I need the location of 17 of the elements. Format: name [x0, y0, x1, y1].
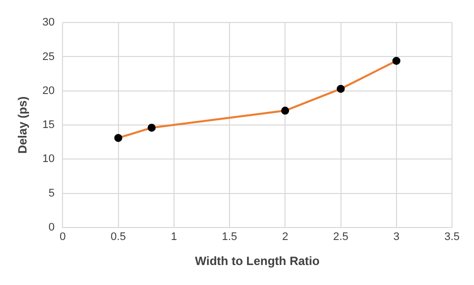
x-tick-label: 3.5: [444, 231, 460, 244]
y-tick-label: 25: [42, 50, 55, 63]
y-tick-label: 5: [48, 187, 55, 200]
x-tick-label: 1: [170, 231, 177, 244]
y-tick-label: 30: [42, 16, 55, 29]
y-axis-title: Delay (ps): [16, 96, 30, 154]
x-tick-label: 3: [393, 231, 400, 244]
y-tick-label: 0: [48, 221, 55, 234]
y-tick-label: 15: [42, 119, 55, 132]
x-tick-label: 2.5: [333, 231, 348, 244]
x-tick-label: 2: [282, 231, 288, 244]
x-tick-label: 0.5: [110, 231, 126, 244]
x-axis-title: Width to Length Ratio: [195, 254, 320, 268]
x-tick-label: 0: [60, 231, 66, 244]
x-tick-label: 1.5: [222, 231, 238, 244]
y-tick-label: 20: [42, 84, 55, 97]
y-tick-label: 10: [42, 153, 55, 166]
